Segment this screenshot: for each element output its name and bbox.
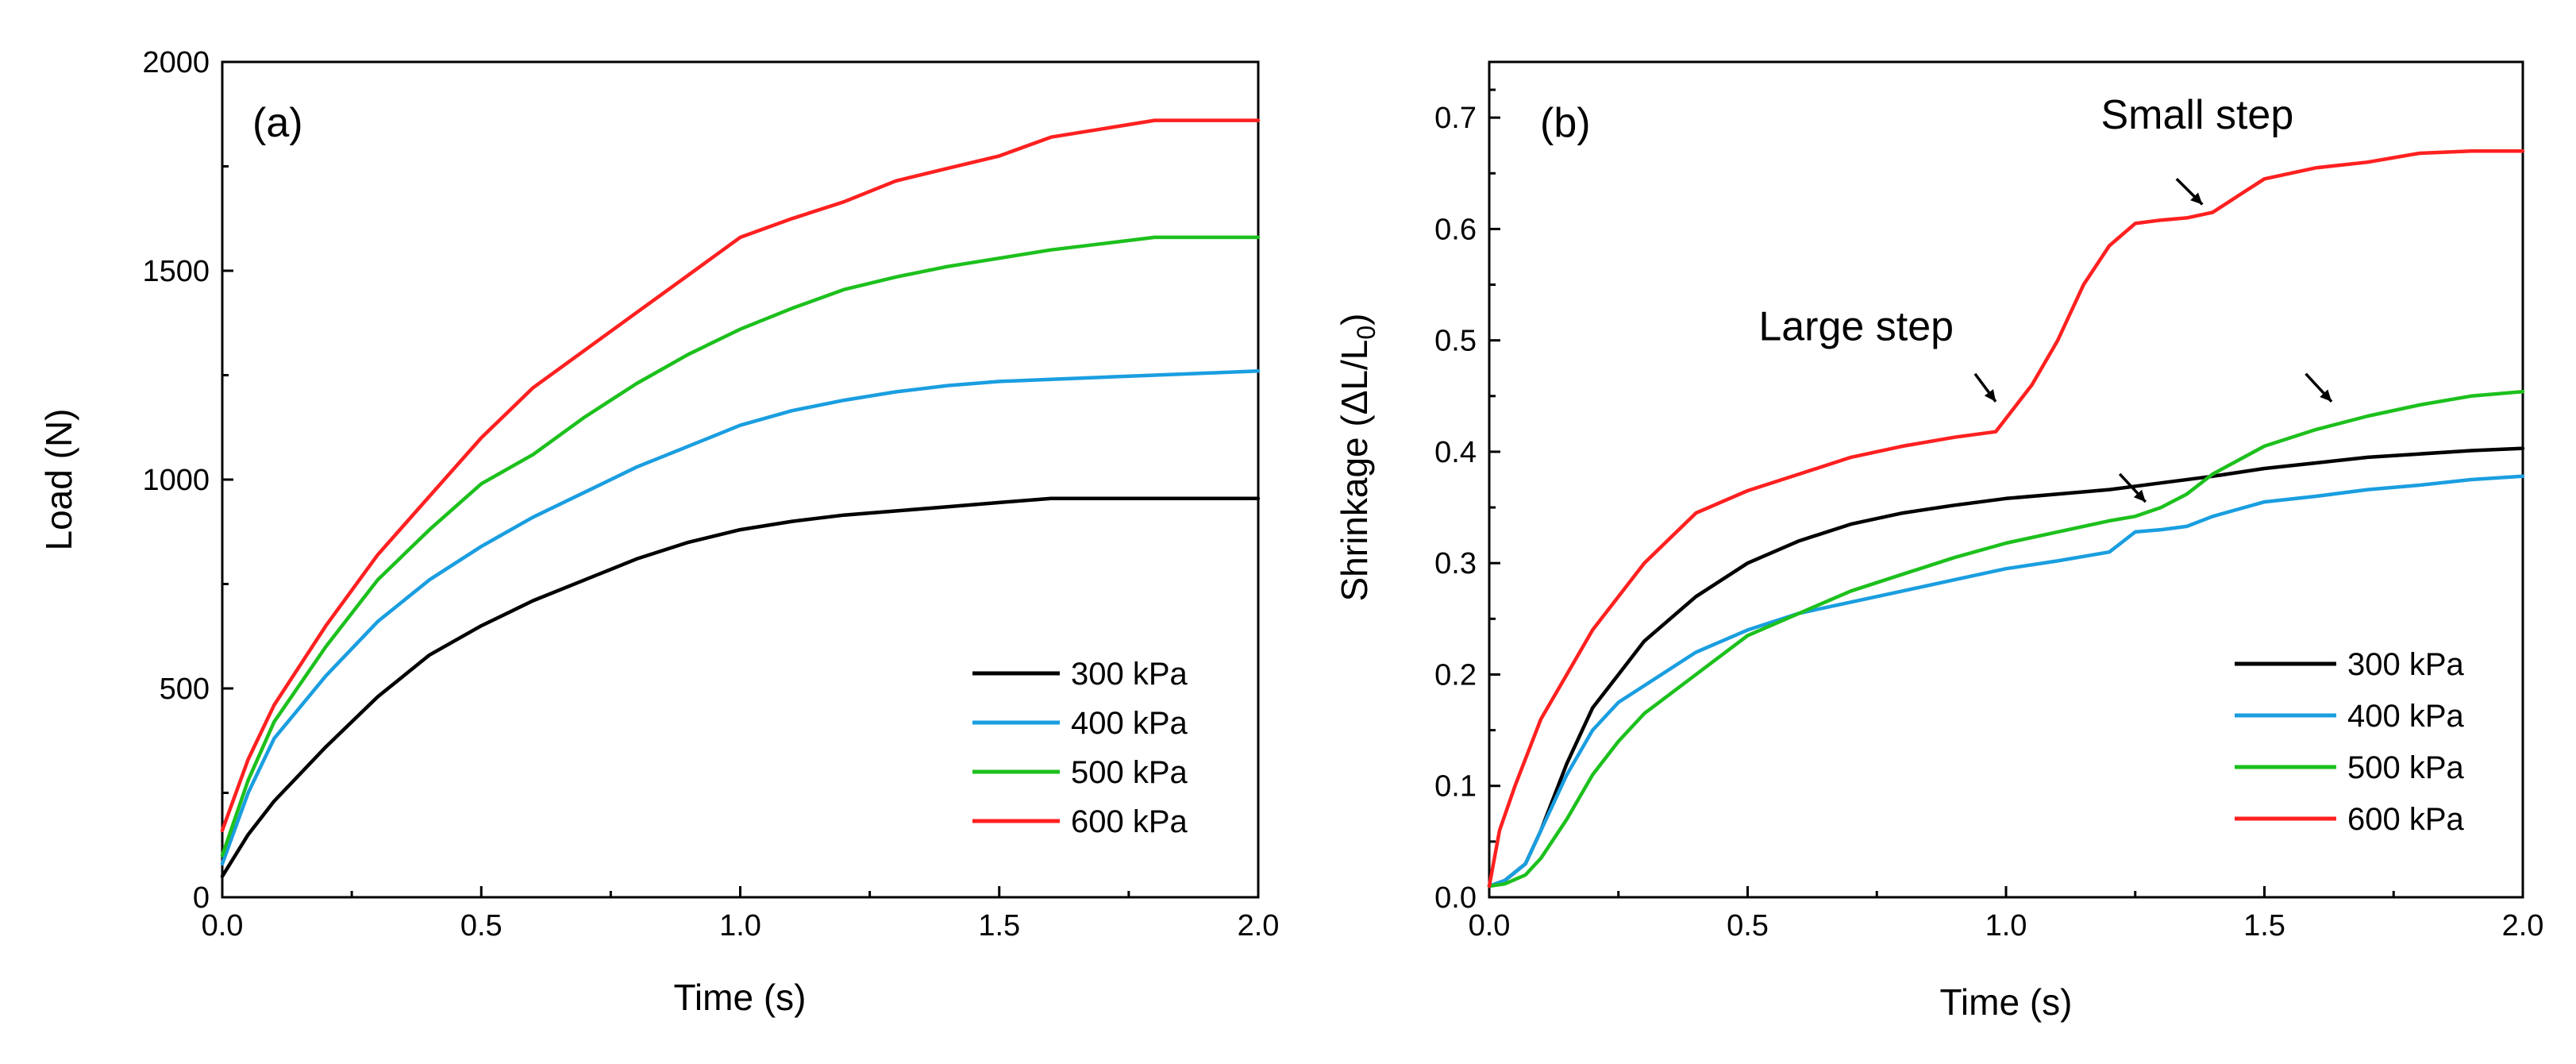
- annotations-b: Small step Large step: [1758, 92, 2331, 502]
- y-tick-label: 2000: [142, 46, 210, 79]
- legend-label-400-kpa: 400 kPa: [1071, 706, 1188, 741]
- legend-b: 300 kPa 400 kPa 500 kPa 600 kPa: [2235, 647, 2465, 837]
- y-axis-label-b-main: Shrinkage (ΔL/L: [1334, 340, 1375, 602]
- legend-label-500-kpa: 500 kPa: [2347, 750, 2465, 785]
- x-tick-label: 1.5: [978, 909, 1020, 943]
- x-tick-label: 0.5: [1727, 909, 1769, 943]
- legend-label-600-kpa: 600 kPa: [1071, 804, 1188, 839]
- legend-label-400-kpa: 400 kPa: [2347, 699, 2465, 734]
- x-axis-label-b: Time (s): [1940, 981, 2073, 1023]
- x-tick-label: 1.5: [2243, 909, 2285, 943]
- x-axis-label-a: Time (s): [674, 977, 807, 1018]
- y-axis-label-b-close: ): [1334, 313, 1375, 325]
- y-tick-label: 0.3: [1434, 547, 1477, 580]
- panel-label-a: (a): [252, 100, 303, 146]
- x-tick-label: 0.5: [460, 909, 502, 943]
- y-tick-label: 0.5: [1434, 325, 1477, 358]
- x-tick-label: 1.0: [1985, 909, 2027, 943]
- x-tick-label: 1.0: [719, 909, 761, 943]
- y-axis-label-a: Load (N): [38, 409, 79, 551]
- y-axis-label-b-subscript: 0: [1352, 326, 1380, 340]
- y-tick-label: 1000: [142, 464, 210, 497]
- legend-label-300-kpa: 300 kPa: [1071, 657, 1188, 692]
- x-tick-label: 2.0: [2502, 909, 2544, 943]
- legend-label-600-kpa: 600 kPa: [2347, 802, 2465, 837]
- y-tick-label: 0.4: [1434, 436, 1477, 469]
- y-tick-label: 0.6: [1434, 213, 1477, 246]
- chart-panel-a: 0.00.51.01.52.00500100015002000 (a) Time…: [38, 46, 1279, 1018]
- y-tick-label: 0: [193, 881, 210, 915]
- chart-panel-b: 0.00.51.01.52.00.00.10.20.30.40.50.60.7 …: [1334, 62, 2543, 1023]
- panel-label-b: (b): [1540, 100, 1591, 146]
- y-tick-label: 0.7: [1434, 102, 1477, 135]
- legend-label-300-kpa: 300 kPa: [2347, 647, 2465, 682]
- y-tick-label: 0.2: [1434, 658, 1477, 692]
- legend-a: 300 kPa 400 kPa 500 kPa 600 kPa: [972, 657, 1188, 839]
- x-tick-label: 2.0: [1238, 909, 1280, 943]
- annotation-label: Large step: [1758, 304, 1954, 350]
- y-tick-label: 0.1: [1434, 770, 1477, 804]
- y-tick-label: 0.0: [1434, 881, 1477, 915]
- y-tick-label: 500: [160, 673, 210, 706]
- legend-label-500-kpa: 500 kPa: [1071, 755, 1188, 790]
- y-tick-label: 1500: [142, 255, 210, 288]
- y-axis-label-b: Shrinkage (ΔL/L0): [1334, 313, 1380, 601]
- annotation-label: Small step: [2100, 92, 2293, 138]
